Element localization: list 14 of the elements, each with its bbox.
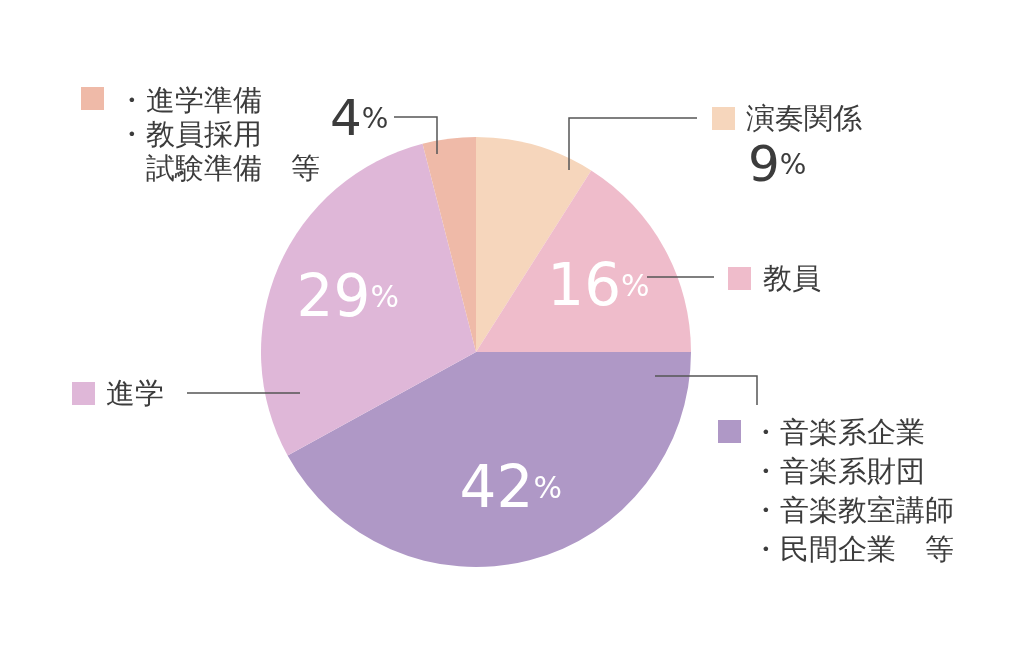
legend-label: 教員	[763, 261, 821, 295]
data-label: 16%	[547, 250, 650, 319]
pie-slice	[287, 352, 691, 567]
legend-label: ・進学準備・教員採用試験準備 等	[117, 83, 320, 185]
legend-label: 演奏関係	[746, 101, 862, 135]
pie-slice	[476, 170, 691, 352]
legend-label: ・音楽系企業・音楽系財団・音楽教室講師・民間企業 等	[751, 415, 954, 566]
pie-slice	[422, 137, 476, 352]
data-label: 9%	[748, 135, 807, 193]
data-label: 4%	[330, 89, 389, 147]
legend-label: 進学	[106, 376, 164, 410]
pie-slice	[261, 143, 476, 456]
data-label: 29%	[296, 262, 399, 331]
data-label: 42%	[459, 453, 562, 522]
